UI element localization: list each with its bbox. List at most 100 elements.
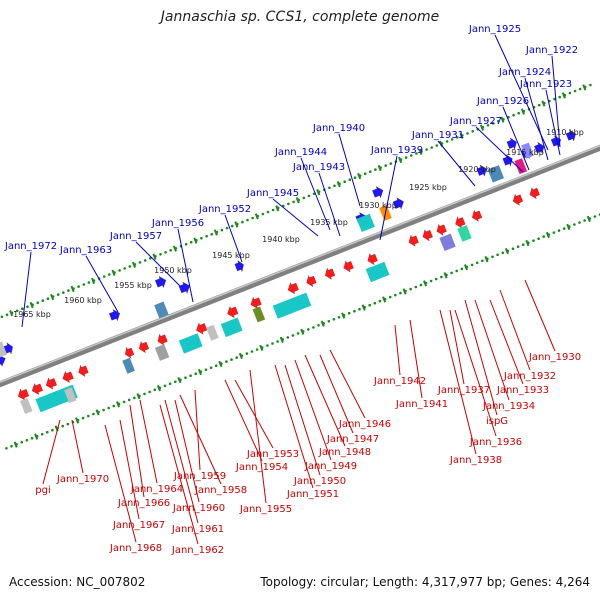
tick-mark <box>131 261 137 268</box>
reverse-gene-arrow <box>367 253 378 266</box>
scale-tick-label: 1930 kbp <box>359 201 397 210</box>
reverse-gene-label: Jann_1968 <box>109 543 162 554</box>
forward-gene-arrow <box>109 309 120 322</box>
tick-dot <box>102 408 105 412</box>
tick-dot <box>250 350 254 353</box>
reverse-gene-label: Jann_1966 <box>117 498 170 509</box>
reverse-gene-arrow <box>18 388 29 401</box>
tick-mark <box>566 223 571 231</box>
tick-dot <box>292 200 295 204</box>
forward-gene-label: Jann_1940 <box>312 123 365 134</box>
tick-dot <box>491 122 495 125</box>
tick-dot <box>435 144 439 147</box>
genome-band <box>0 83 600 450</box>
tick-mark <box>213 229 218 236</box>
tick-dot <box>445 140 449 143</box>
tick-dot <box>61 424 64 428</box>
reverse-gene-label: Jann_1938 <box>449 455 502 466</box>
tick-dot <box>302 196 306 200</box>
tick-dot <box>20 440 24 444</box>
reverse-gene-arrow <box>472 209 483 222</box>
reverse-gene-arrow <box>455 216 466 229</box>
scale-tick-label: 1965 kbp <box>13 310 51 319</box>
forward-gene-arrow <box>476 164 487 177</box>
tick-mark <box>136 393 141 400</box>
map-title: Jannaschia sp. CCS1, complete genome <box>160 9 440 25</box>
scale-tick-label: 1915 kbp <box>506 148 544 157</box>
reverse-leader-line <box>179 394 222 485</box>
reverse-gene-arrow <box>157 333 168 346</box>
accession-text: Accession: NC_007802 <box>9 575 146 589</box>
tick-dot <box>389 162 393 165</box>
forward-gene-label: Jann_1924 <box>498 67 551 78</box>
tick-mark <box>234 221 239 228</box>
reverse-gene-label: Jann_1937 <box>437 385 490 396</box>
tick-dot <box>102 275 106 278</box>
tick-dot <box>184 242 188 246</box>
tick-mark <box>152 253 157 260</box>
tick-dot <box>312 326 315 329</box>
tick-dot <box>486 124 490 127</box>
reverse-leader-line <box>104 424 137 543</box>
scale-tick-label: 1925 kbp <box>409 183 447 192</box>
forward-gene-label: Jann_1956 <box>151 218 204 229</box>
gene-feature-box <box>64 387 77 404</box>
tick-dot <box>168 382 172 386</box>
forward-leader-line <box>21 251 32 328</box>
forward-gene-arrow <box>372 186 384 199</box>
tick-dot <box>425 148 428 151</box>
tick-dot <box>205 234 208 238</box>
scale-tick-label: 1960 kbp <box>64 296 102 305</box>
tick-mark <box>172 245 177 252</box>
reverse-leader-line <box>409 319 423 399</box>
tick-dot <box>496 253 499 257</box>
tick-dot <box>133 396 136 400</box>
scale-tick-label: 1940 kbp <box>262 235 300 244</box>
tick-dot <box>450 138 454 141</box>
tick-mark <box>341 312 346 319</box>
scale-tick-label: 1955 kbp <box>114 281 152 290</box>
tick-mark <box>520 108 525 115</box>
tick-dot <box>516 245 520 248</box>
reverse-leader-line <box>129 404 145 498</box>
tick-dot <box>333 184 336 188</box>
lower-tick-row <box>5 213 600 450</box>
reverse-leader-line <box>234 379 274 449</box>
reverse-gene-arrow <box>325 267 336 280</box>
reverse-gene-label: Jann_1955 <box>239 504 292 515</box>
forward-gene-arrow <box>506 137 517 150</box>
tick-dot <box>573 223 576 226</box>
tick-mark <box>197 368 202 376</box>
tick-dot <box>261 212 265 216</box>
tick-dot <box>210 232 213 236</box>
tick-mark <box>418 148 423 156</box>
tick-dot <box>271 208 275 212</box>
forward-leader-line <box>272 198 319 237</box>
tick-dot <box>384 164 388 167</box>
tick-dot <box>291 334 295 337</box>
tick-dot <box>56 293 60 296</box>
tick-dot <box>46 430 49 434</box>
tick-dot <box>296 332 300 335</box>
tick-dot <box>358 307 361 311</box>
tick-dot <box>578 221 581 224</box>
tick-mark <box>111 269 116 276</box>
tick-dot <box>353 309 356 313</box>
tick-dot <box>521 243 525 246</box>
tick-mark <box>357 172 362 180</box>
tick-dot <box>410 154 413 157</box>
tick-dot <box>143 392 146 396</box>
scale-tick-label: 1920 kbp <box>458 165 496 174</box>
reverse-leader-line <box>274 364 314 489</box>
reverse-gene-arrow <box>125 346 135 359</box>
tick-dot <box>62 291 65 294</box>
reverse-gene-arrow <box>62 370 74 383</box>
tick-dot <box>21 307 24 311</box>
tick-mark <box>382 296 387 303</box>
tick-mark <box>463 264 469 271</box>
reverse-leader-line <box>304 354 346 447</box>
tick-dot <box>455 269 459 273</box>
tick-dot <box>66 422 70 426</box>
tick-dot <box>87 281 91 284</box>
